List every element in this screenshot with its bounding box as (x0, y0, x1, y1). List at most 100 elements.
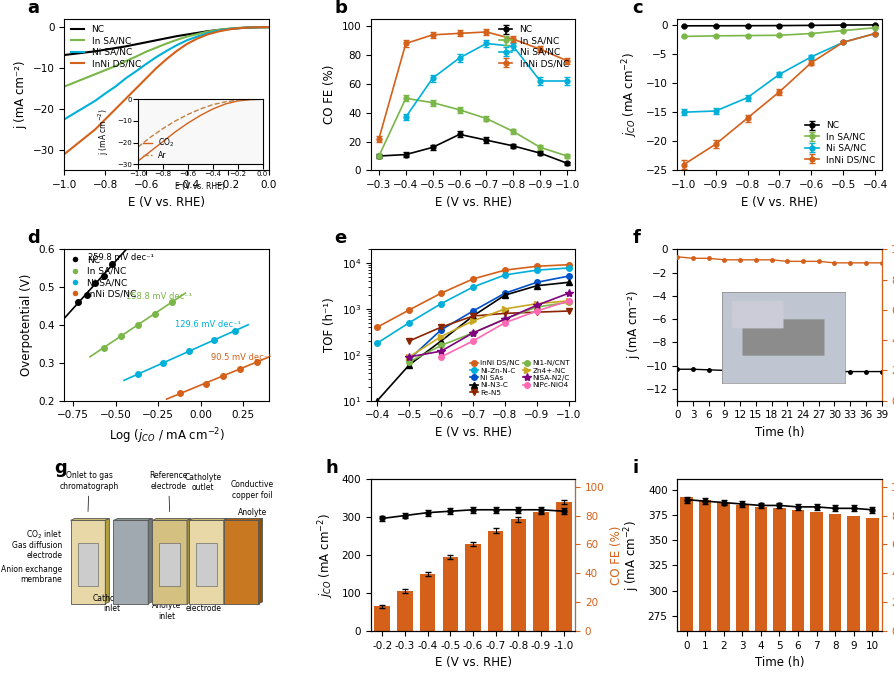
Polygon shape (159, 543, 180, 586)
Line: Fe-N5: Fe-N5 (406, 308, 571, 344)
Bar (754, 507, 766, 677)
Polygon shape (258, 519, 262, 604)
In SA/NC (151, 43, 162, 51)
NiPc-NiO4 (562, 297, 573, 305)
NC (110, 44, 121, 52)
NC (172, 32, 182, 40)
X-axis label: Time (h): Time (h) (754, 426, 804, 439)
X-axis label: E (V vs. RHE): E (V vs. RHE) (434, 426, 511, 439)
Polygon shape (152, 521, 187, 604)
In SA/NC (110, 62, 121, 70)
InNi DS/NC (69, 141, 80, 150)
Bar (397, 591, 412, 631)
NC (151, 36, 162, 44)
Bar (679, 497, 692, 677)
Legend: NC, In SA/NC, Ni SA/NC, InNi DS/NC: NC, In SA/NC, Ni SA/NC, InNi DS/NC (69, 24, 142, 70)
Ni SA/NC (242, 24, 253, 32)
Text: a: a (28, 0, 39, 17)
Polygon shape (224, 519, 262, 521)
InNi DS/NC (59, 150, 70, 158)
In SA/NC (161, 39, 172, 47)
InNi DS/NC (120, 95, 131, 103)
InNi DS/NC (403, 306, 414, 314)
X-axis label: Log ($j_{CO}$ / mA cm$^{-2}$): Log ($j_{CO}$ / mA cm$^{-2}$) (108, 426, 224, 445)
Fe-N5 (531, 308, 542, 316)
NC (232, 24, 243, 32)
Ni-N3-C (531, 282, 542, 290)
InNi DS/NC (161, 55, 172, 63)
Line: InNi DS/NC: InNi DS/NC (374, 262, 571, 330)
NiSA-N2/C (499, 315, 510, 323)
Line: Zn4+-NC: Zn4+-NC (406, 298, 571, 359)
Bar (443, 557, 458, 631)
Bar (772, 508, 785, 677)
Zn4+-NC (531, 300, 542, 308)
InNi DS/NC (80, 133, 90, 141)
Ni SA/NC (131, 67, 141, 75)
NC (253, 23, 264, 31)
NC (100, 45, 111, 53)
Y-axis label: j (mA cm$^{-2}$): j (mA cm$^{-2}$) (622, 520, 641, 591)
In SA/NC (191, 30, 202, 38)
Y-axis label: j (mA cm⁻²): j (mA cm⁻²) (627, 290, 639, 359)
InNi DS/NC (232, 24, 243, 32)
Ni SA/NC (59, 115, 70, 123)
Ni SAs (403, 355, 414, 364)
NC (212, 26, 223, 34)
In SA/NC (181, 32, 192, 41)
Ni-Zn-N-C (403, 319, 414, 327)
Y-axis label: $j_{CO}$ (mA cm$^{-2}$): $j_{CO}$ (mA cm$^{-2}$) (316, 512, 335, 598)
Y-axis label: $j_{CO}$ (mA cm$^{-2}$): $j_{CO}$ (mA cm$^{-2}$) (620, 52, 639, 137)
Ni-N3-C (499, 291, 510, 299)
Text: Reference
electrode: Reference electrode (149, 471, 188, 512)
Polygon shape (71, 519, 109, 521)
In SA/NC (242, 24, 253, 32)
Line: Ni1-N/CNT: Ni1-N/CNT (406, 299, 571, 365)
Y-axis label: Overpotential (V): Overpotential (V) (20, 274, 32, 376)
Polygon shape (152, 519, 191, 521)
Text: e: e (333, 229, 346, 247)
In SA/NC (253, 23, 264, 31)
Text: Conductive
copper foil: Conductive copper foil (231, 480, 274, 500)
InNi DS/NC (242, 24, 253, 32)
Ni-N3-C (467, 312, 477, 320)
In SA/NC (59, 83, 70, 91)
In SA/NC (69, 79, 80, 87)
InNi DS/NC (531, 262, 542, 270)
Polygon shape (189, 521, 224, 604)
Polygon shape (224, 521, 258, 604)
NC (120, 43, 131, 51)
Ni1-N/CNT (562, 298, 573, 306)
Y-axis label: j (mA cm⁻²): j (mA cm⁻²) (14, 60, 27, 129)
Bar (698, 500, 711, 677)
NC (202, 27, 213, 35)
Ni SA/NC (89, 97, 100, 105)
Text: h: h (325, 460, 338, 477)
Line: NiPc-NiO4: NiPc-NiO4 (438, 298, 571, 359)
InNi DS/NC (212, 28, 223, 36)
In SA/NC (131, 53, 141, 61)
NiPc-NiO4 (435, 353, 446, 361)
Polygon shape (78, 543, 98, 586)
Ni SAs (562, 272, 573, 280)
Text: 90.5 mV dec⁻¹: 90.5 mV dec⁻¹ (211, 353, 271, 362)
In SA/NC (202, 28, 213, 36)
InNi DS/NC (191, 35, 202, 43)
Bar (847, 516, 859, 677)
Bar (791, 510, 804, 677)
Zn4+-NC (499, 305, 510, 313)
Polygon shape (196, 543, 216, 586)
Bar (510, 519, 526, 631)
Ni SA/NC (151, 53, 162, 61)
Ni SAs (531, 278, 542, 286)
In SA/NC (223, 25, 233, 33)
InNi DS/NC (372, 323, 383, 331)
Text: Anolyte
outlet: Anolyte outlet (238, 508, 266, 527)
Y-axis label: CO FE (%): CO FE (%) (323, 65, 335, 125)
NC (140, 38, 151, 46)
InNi DS/NC (172, 47, 182, 55)
InNi DS/NC (110, 105, 121, 113)
Zn4+-NC (403, 353, 414, 361)
InNi DS/NC (181, 40, 192, 48)
InNi DS/NC (100, 115, 111, 123)
